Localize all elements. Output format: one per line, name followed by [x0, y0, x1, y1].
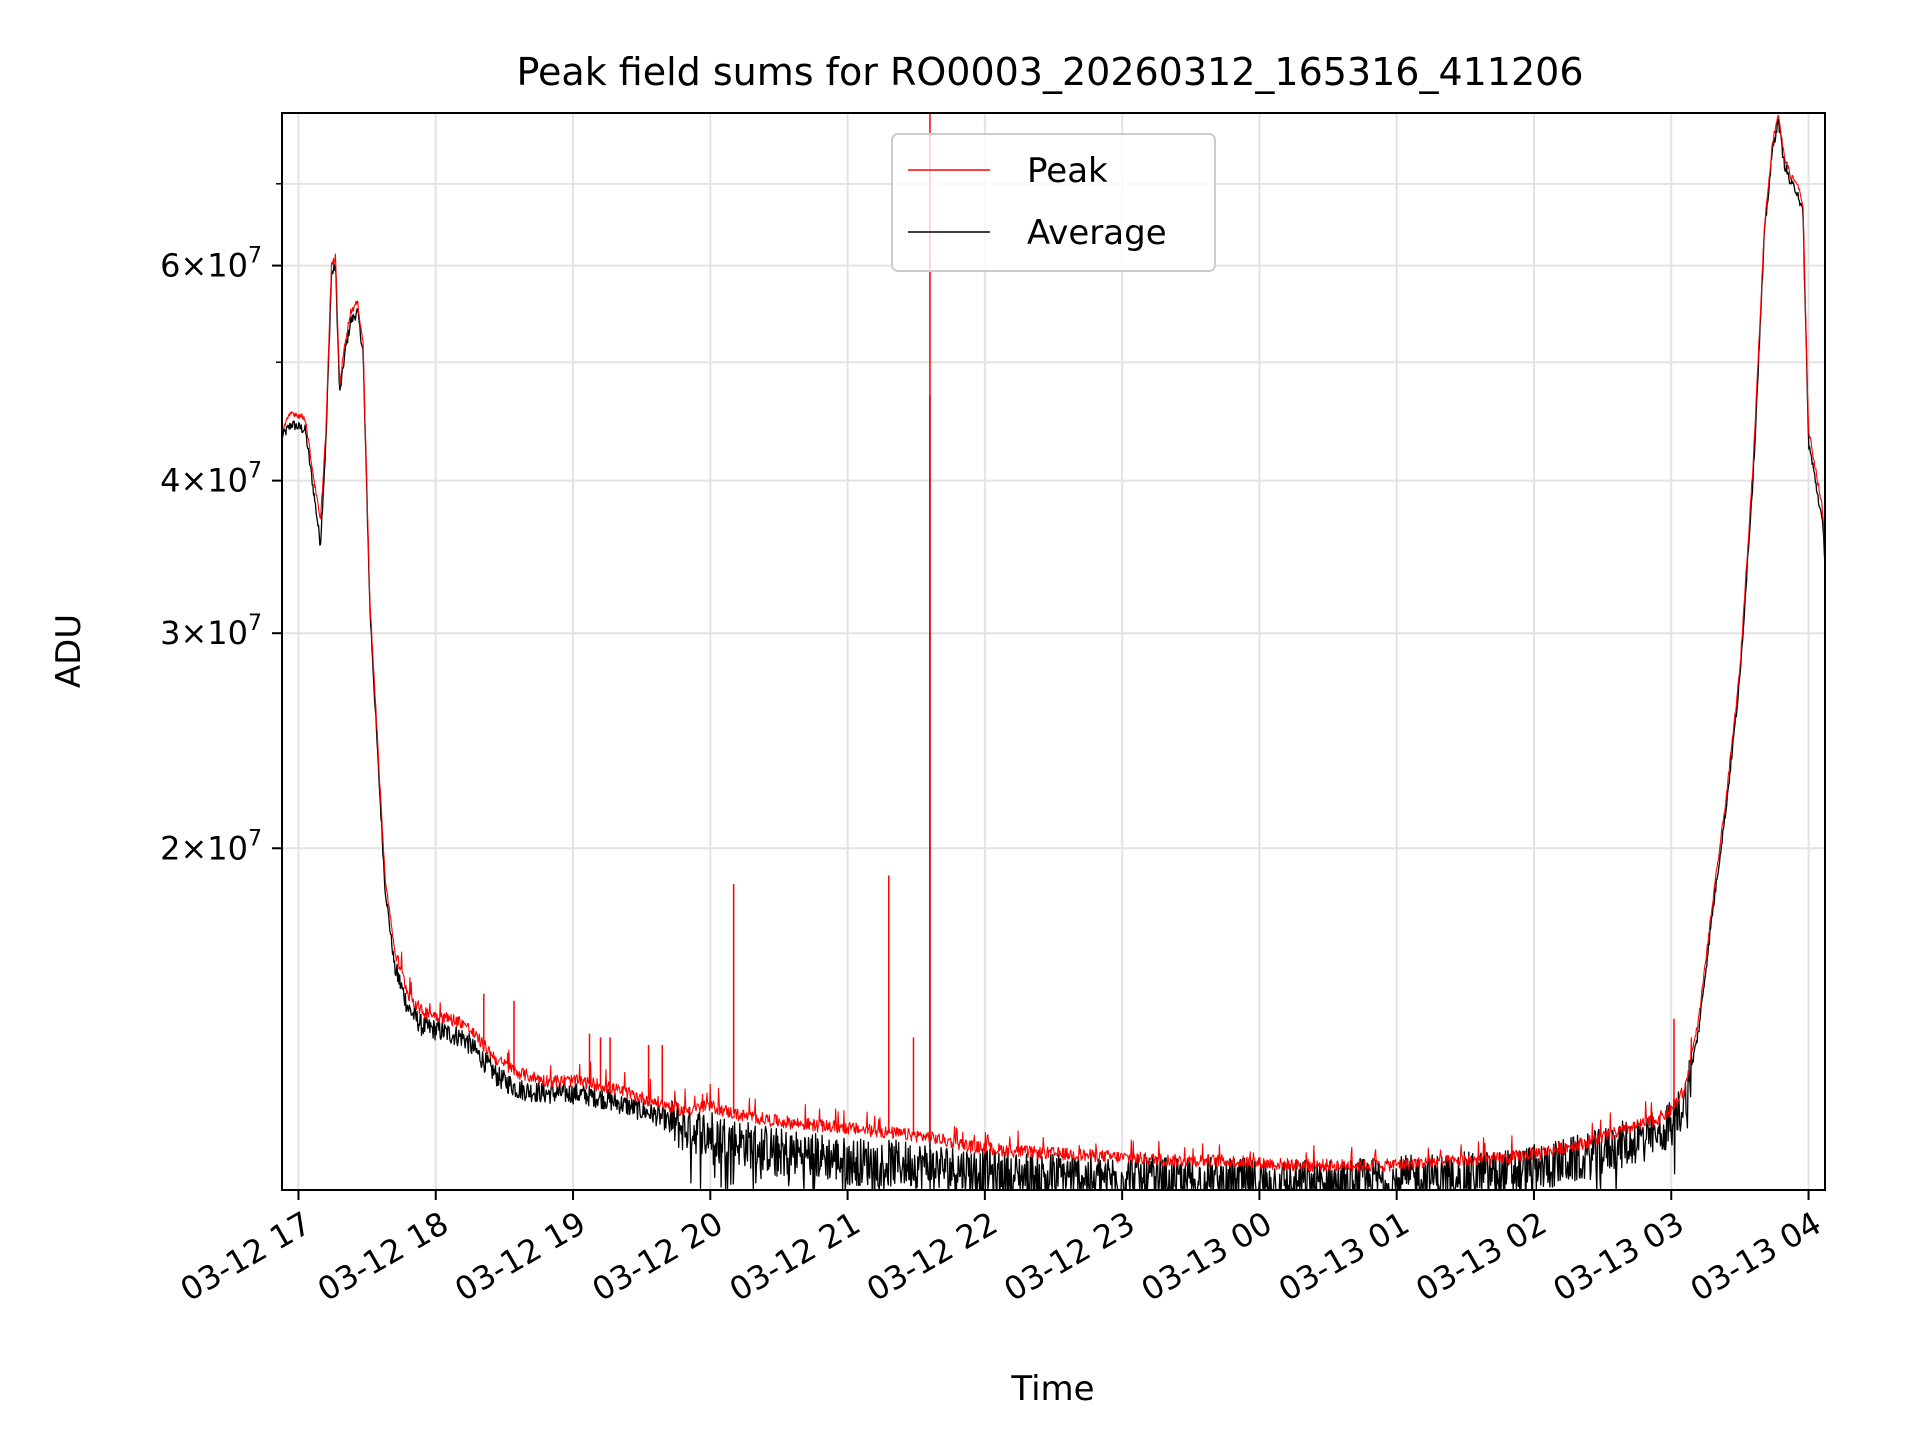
y-tick-label: 3×107	[160, 611, 262, 652]
x-axis-label: Time	[1010, 1369, 1094, 1409]
y-tick-exponent: 7	[248, 459, 262, 484]
y-tick-label: 2×107	[160, 826, 262, 867]
legend-label-average: Average	[1027, 213, 1167, 253]
legend-box	[891, 133, 1216, 272]
y-tick-label: 6×107	[160, 244, 262, 285]
y-tick-label: 4×107	[160, 459, 262, 500]
series-layer	[281, 113, 1826, 1191]
y-tick-times: ×10	[180, 614, 248, 652]
y-tick-exponent: 7	[248, 244, 262, 269]
y-tick-times: ×10	[180, 829, 248, 867]
legend: Peak Average	[891, 133, 1216, 272]
y-tick-mantissa: 4	[160, 462, 180, 500]
y-tick-mantissa: 3	[160, 614, 180, 652]
y-tick-exponent: 7	[248, 611, 262, 636]
y-tick-times: ×10	[180, 247, 248, 285]
series-line-peak	[281, 114, 1826, 1173]
legend-label-peak: Peak	[1027, 151, 1108, 191]
chart-title: Peak field sums for RO0003_20260312_1653…	[516, 50, 1583, 94]
plot-frame	[281, 112, 1826, 1191]
y-axis-label: ADU	[49, 614, 89, 688]
y-tick-exponent: 7	[248, 826, 262, 851]
y-tick-mantissa: 2	[160, 829, 180, 867]
y-tick-times: ×10	[180, 462, 248, 500]
series-line-average	[281, 118, 1826, 1191]
grid	[282, 113, 1825, 1190]
y-tick-mantissa: 6	[160, 247, 180, 285]
